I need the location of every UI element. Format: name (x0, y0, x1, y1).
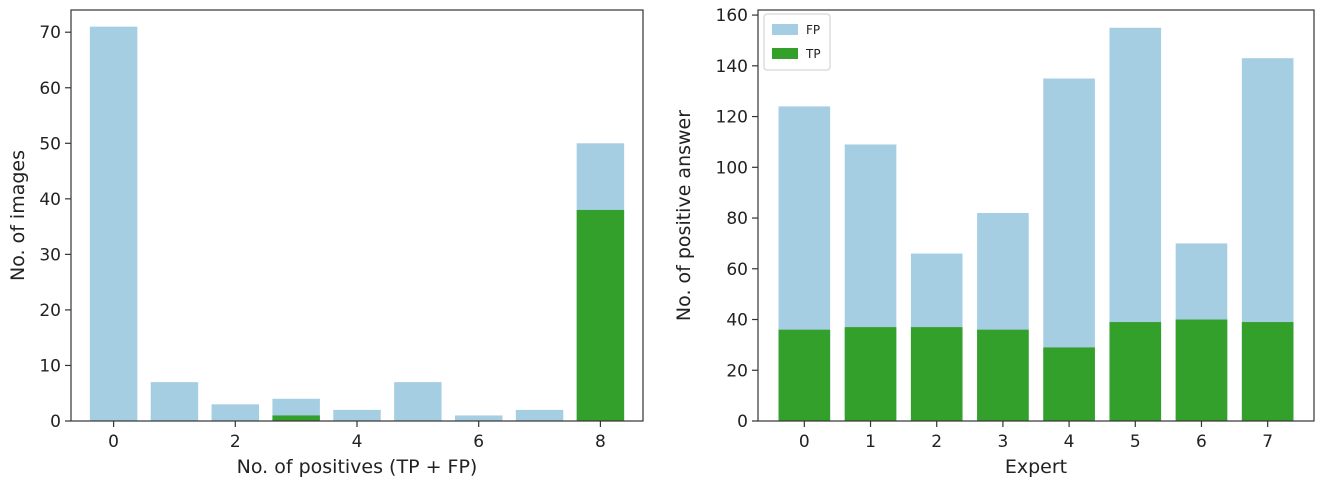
bar-tp-3 (977, 329, 1029, 421)
bar-series0-0 (89, 26, 138, 421)
y-tick-label: 160 (716, 6, 748, 26)
x-tick-label: 7 (1262, 432, 1273, 452)
y-tick-label: 60 (39, 79, 61, 99)
x-tick-label: 4 (352, 432, 363, 452)
bar-tp-1 (844, 327, 897, 421)
legend-label-fp: FP (806, 23, 820, 37)
x-tick-label: 4 (1064, 432, 1075, 452)
legend-swatch-tp (772, 48, 798, 59)
x-tick-label: 2 (931, 432, 942, 452)
bar-tp-6 (1175, 319, 1228, 421)
y-tick-label: 60 (726, 260, 748, 280)
x-tick-label: 0 (108, 432, 119, 452)
legend-label-tp: TP (805, 47, 821, 61)
bar-tp-2 (910, 327, 963, 421)
y-tick-label: 70 (39, 23, 61, 43)
y-tick-label: 30 (39, 245, 61, 265)
y-tick-label: 20 (39, 301, 61, 321)
x-tick-label: 8 (595, 432, 606, 452)
bar-tp-4 (1043, 347, 1095, 421)
x-axis-label: No. of positives (TP + FP) (237, 456, 478, 478)
x-tick-label: 6 (1196, 432, 1207, 452)
y-tick-label: 0 (737, 412, 748, 432)
bar-tp-0 (778, 329, 831, 421)
bar-series0-5 (394, 382, 442, 421)
bar-series1-3 (272, 415, 320, 421)
x-tick-label: 2 (230, 432, 241, 452)
x-tick-label: 1 (865, 432, 876, 452)
bar-tp-7 (1241, 322, 1294, 421)
bar-tp-5 (1109, 322, 1162, 421)
y-axis-label: No. of positive answer (673, 110, 695, 321)
bar-series0-7 (515, 409, 564, 421)
bar-series0-4 (333, 409, 381, 421)
y-tick-label: 100 (716, 158, 748, 178)
y-tick-label: 0 (50, 412, 61, 432)
y-tick-label: 40 (39, 190, 61, 210)
plot-frame (757, 9, 1315, 422)
y-tick-label: 40 (726, 311, 748, 331)
bar-series0-2 (211, 404, 260, 421)
y-axis-label: No. of images (7, 150, 29, 281)
bar-series0-6 (454, 415, 503, 421)
bar-series0-1 (150, 382, 199, 421)
plot-frame (70, 9, 644, 422)
y-tick-label: 50 (39, 134, 61, 154)
x-tick-label: 6 (473, 432, 484, 452)
x-tick-label: 3 (997, 432, 1008, 452)
y-tick-label: 10 (39, 356, 61, 376)
right-chart-panel: 0 20 40 60 80 100 120 140 160 0 1 2 3 4 5 6 7 Expert No. o… (673, 6, 1315, 478)
y-tick-label: 140 (716, 57, 748, 77)
legend: FP TP (763, 13, 831, 71)
bar-series1-8 (576, 209, 625, 421)
y-tick-label: 80 (726, 209, 748, 229)
y-tick-label: 120 (716, 108, 748, 128)
left-chart-panel: 0 10 20 30 40 50 60 70 0 2 4 6 8 No. of positives (TP… (7, 9, 644, 478)
legend-swatch-fp (772, 24, 798, 35)
x-tick-label: 0 (799, 432, 810, 452)
x-axis-label: Expert (1005, 456, 1067, 478)
x-tick-label: 5 (1130, 432, 1141, 452)
y-tick-label: 20 (726, 361, 748, 381)
